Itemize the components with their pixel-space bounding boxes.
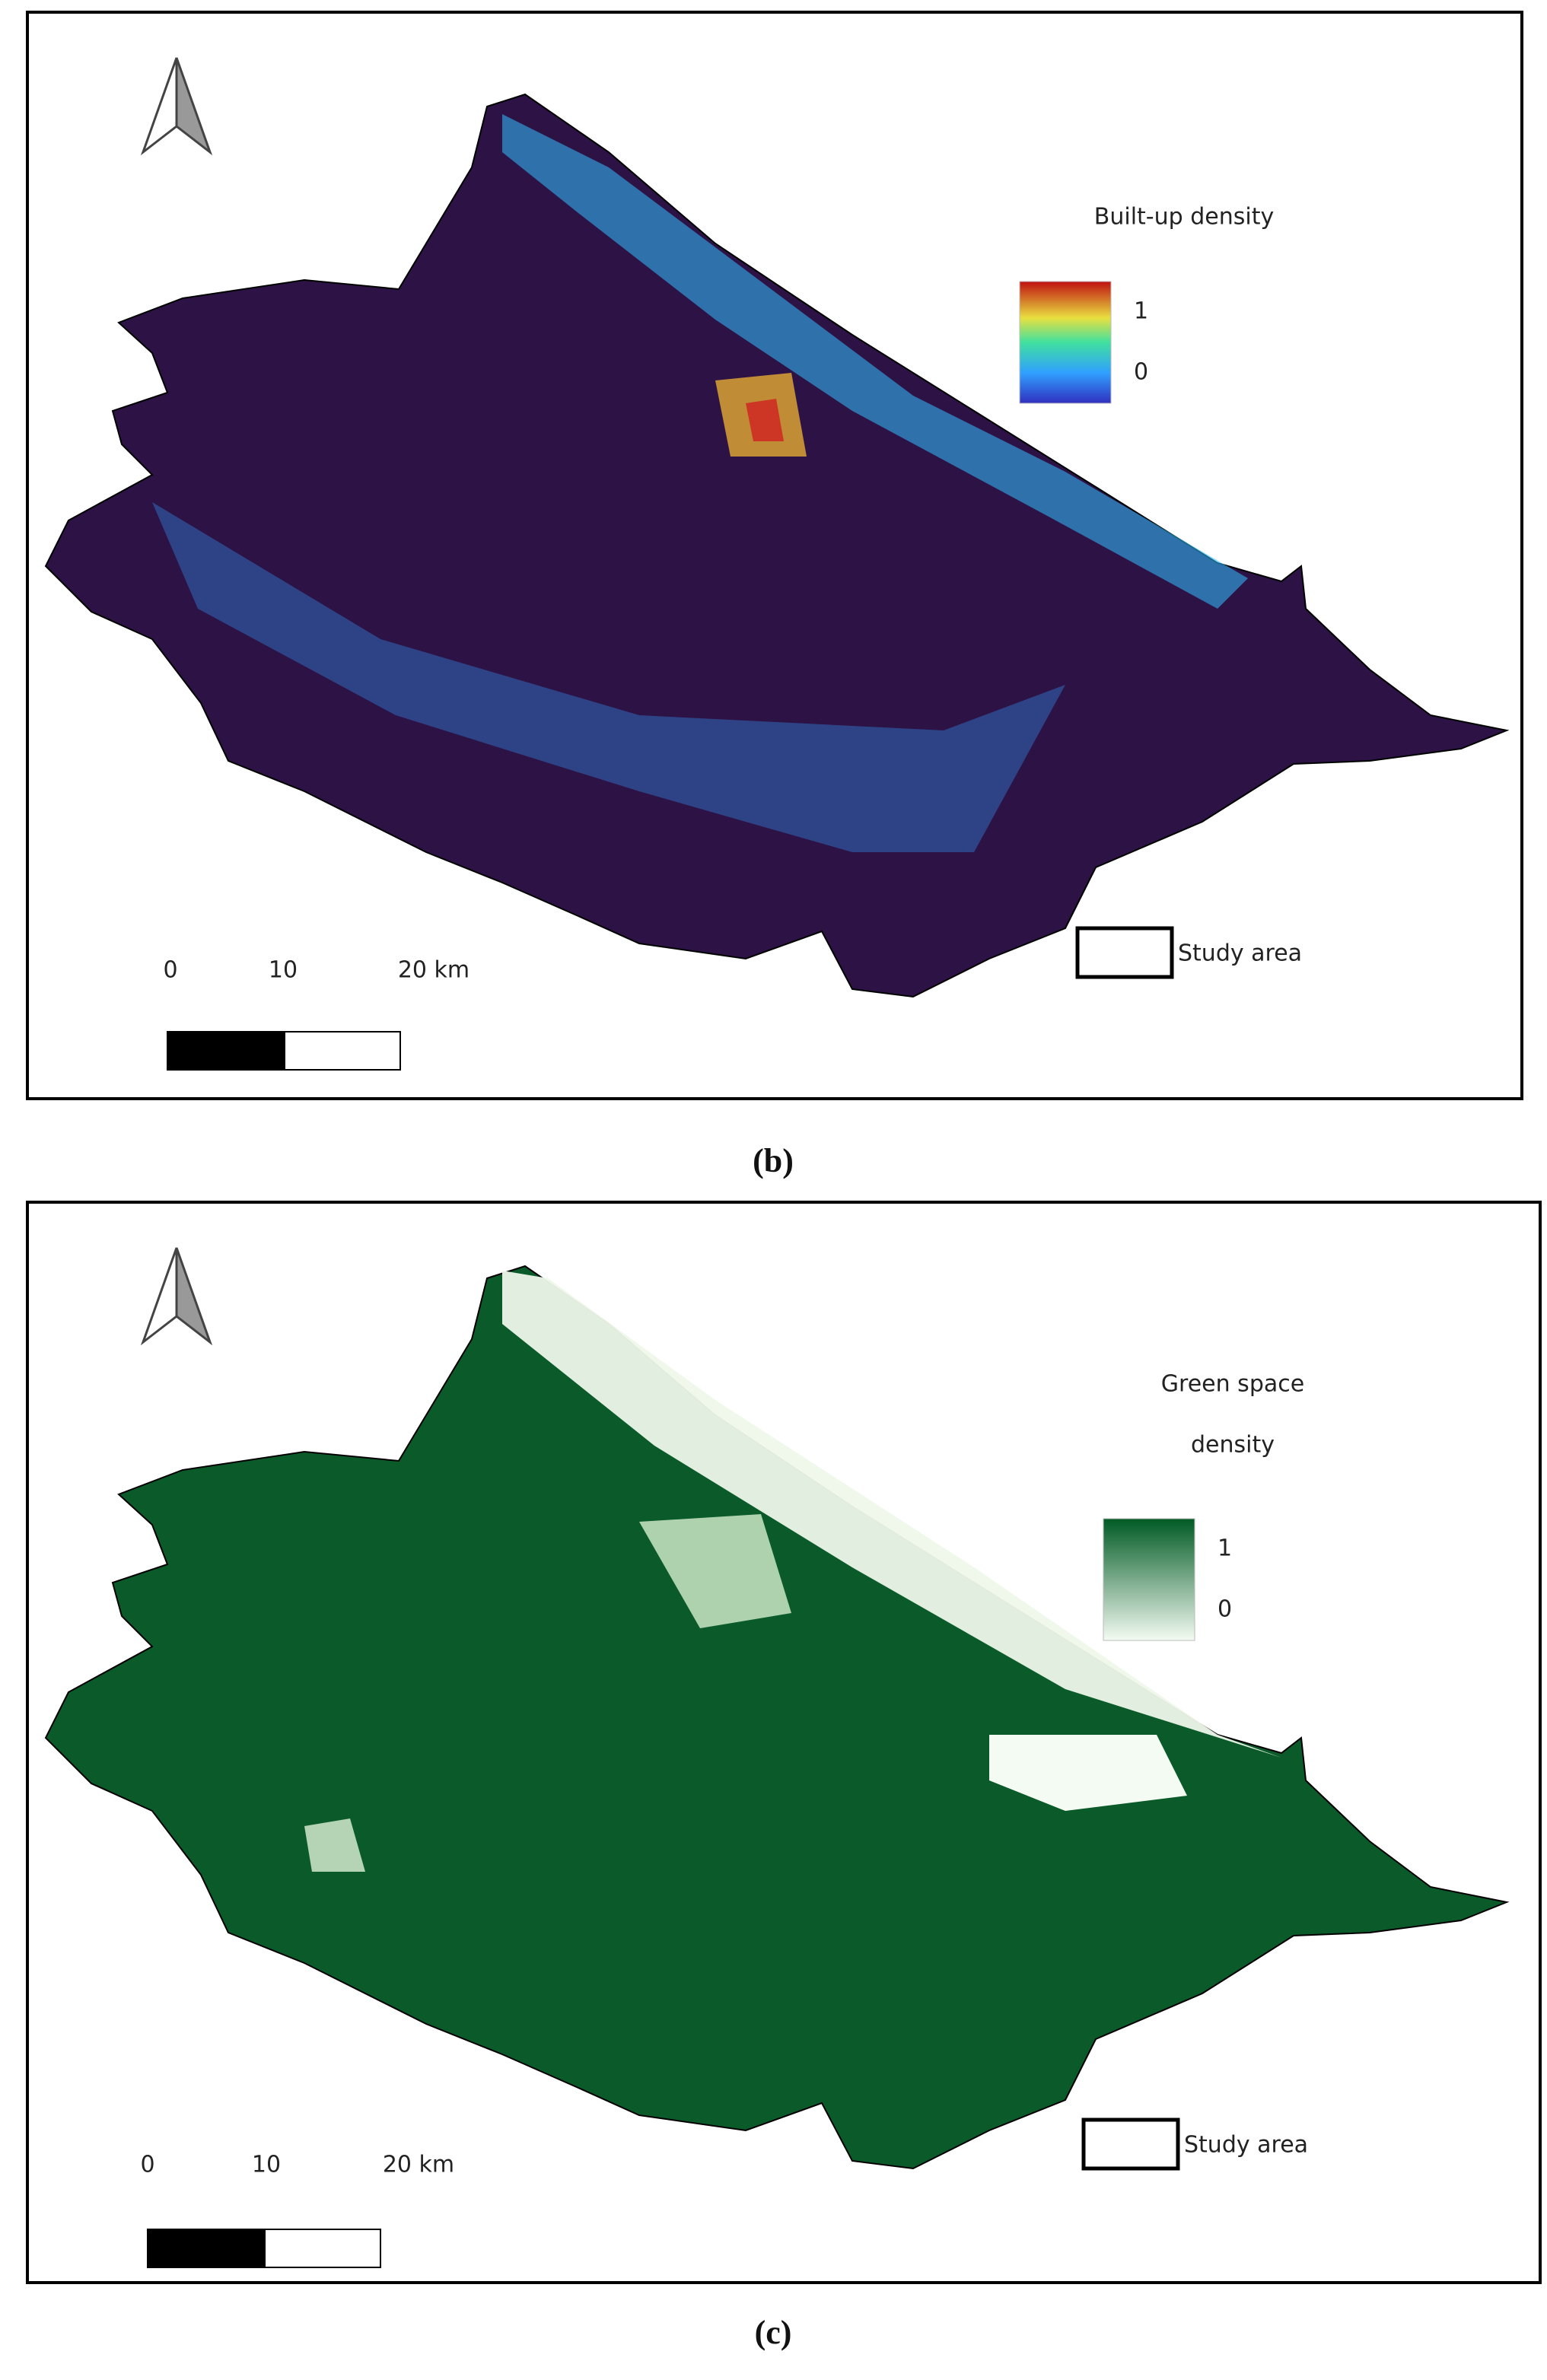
scale-label: 0 [140, 2152, 154, 2178]
legend-min: 0 [1134, 359, 1148, 386]
scale-bar [147, 2229, 266, 2268]
study-area-label: Study area [1178, 940, 1302, 967]
north-arrow [175, 57, 213, 156]
panel-frame [26, 1201, 1542, 2284]
study-area-label: Study area [1184, 2132, 1308, 2159]
scale-label: 10 [269, 957, 298, 984]
panel-caption: (c) [755, 2314, 792, 2351]
legend-max: 1 [1218, 1535, 1232, 1562]
panel-frame [26, 11, 1523, 1100]
density-patch [152, 502, 1065, 852]
density-patch [502, 1271, 1281, 1758]
scale-label: 20 km [398, 957, 470, 984]
legend-max: 1 [1134, 298, 1148, 325]
density-patch [746, 399, 784, 441]
density-patch [502, 114, 1248, 609]
density-patch [304, 1818, 365, 1872]
study-area-map [44, 1265, 1510, 2170]
north-arrow [175, 1247, 213, 1346]
map [44, 93, 1510, 998]
north-arrow [140, 1247, 178, 1346]
legend-min: 0 [1218, 1596, 1232, 1623]
north-arrow [140, 57, 178, 156]
study-area-swatch [1081, 2118, 1180, 2171]
scale-label: 10 [252, 2152, 281, 2178]
scale-bar [264, 2229, 381, 2268]
legend-title: density [1191, 1432, 1275, 1459]
scale-label: 20 km [383, 2152, 454, 2178]
density-patch [989, 1735, 1187, 1811]
density-patch [639, 1514, 791, 1628]
legend-title: Green space [1161, 1371, 1304, 1398]
color-ramp [1103, 1518, 1195, 1641]
scale-bar [167, 1031, 285, 1071]
legend-title: Built-up density [1094, 204, 1274, 231]
map [44, 1265, 1510, 2170]
panel-caption: (b) [753, 1142, 794, 1179]
scale-bar [284, 1031, 401, 1071]
study-area-swatch [1075, 926, 1174, 979]
scale-label: 0 [163, 957, 177, 984]
study-area-map [44, 93, 1510, 998]
color-ramp [1019, 281, 1112, 404]
